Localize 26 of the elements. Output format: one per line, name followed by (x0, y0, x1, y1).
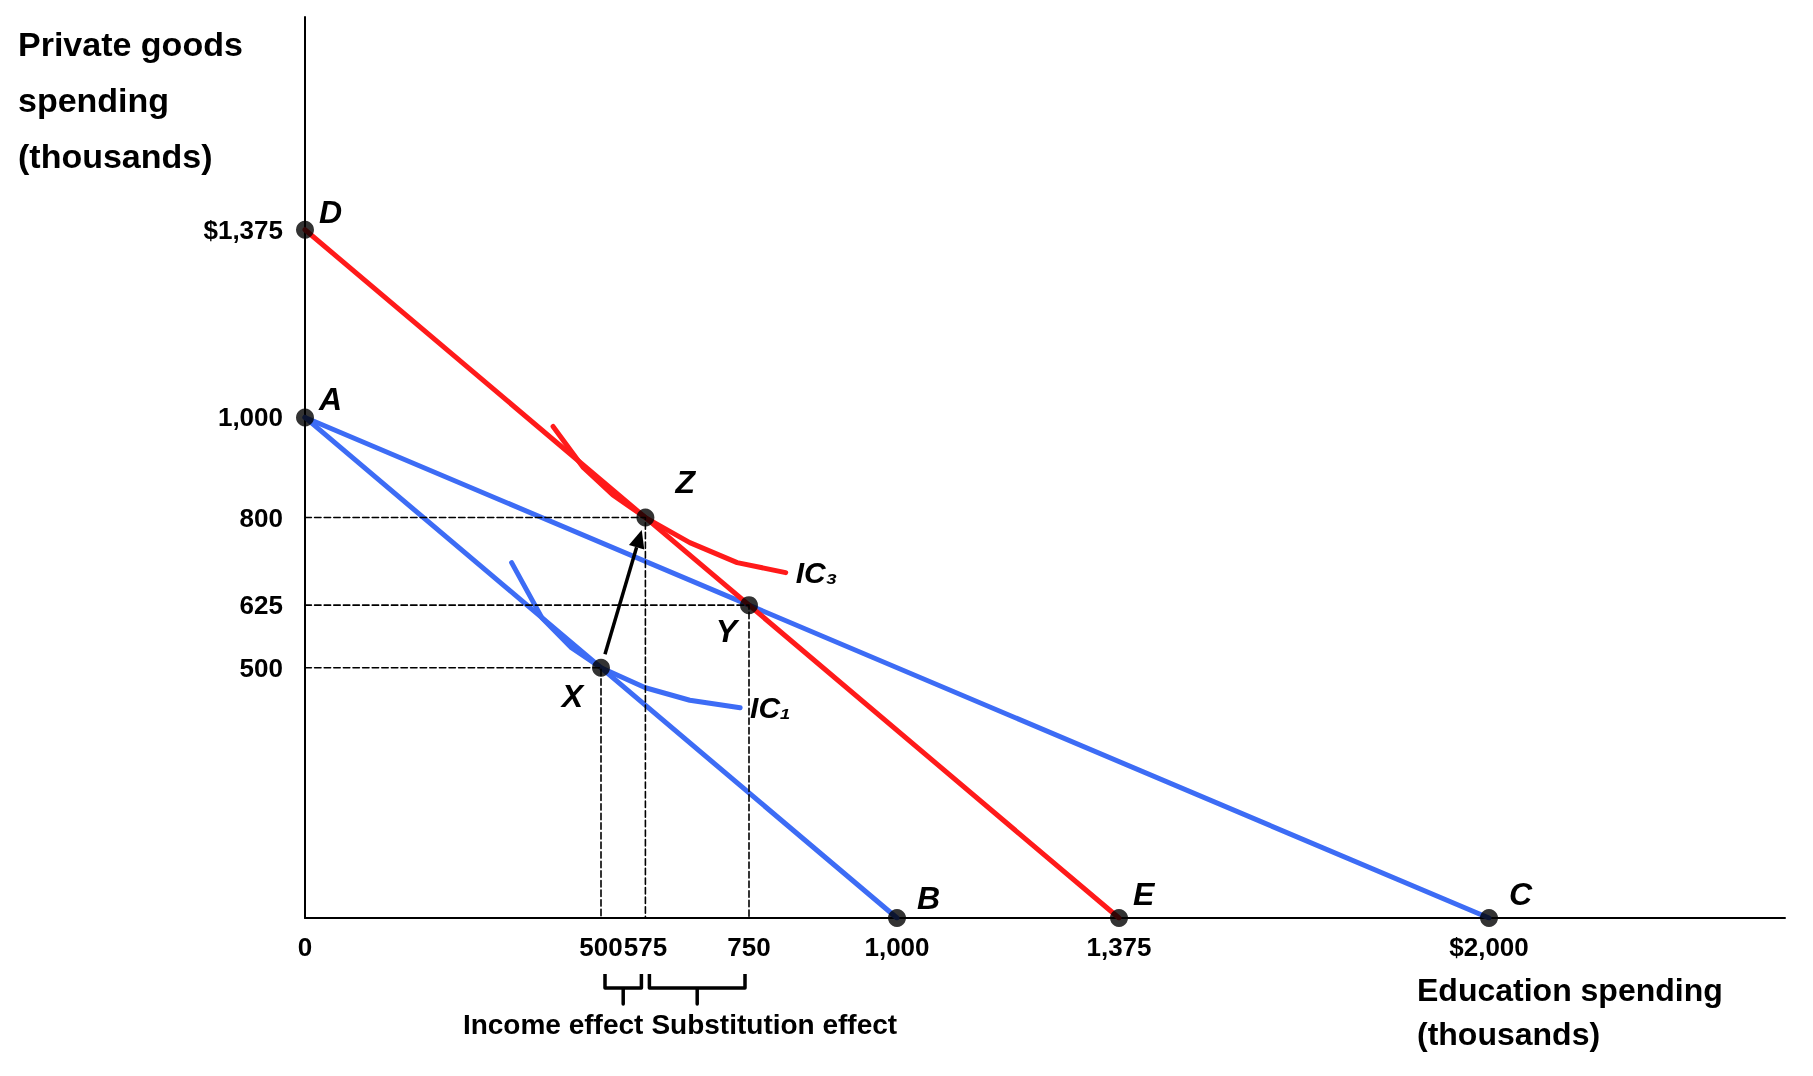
text: Substitution effect (651, 1008, 898, 1040)
x-tick-label: 750 (727, 932, 771, 962)
annotation: Z (674, 463, 697, 500)
y-tick-label: 800 (239, 502, 283, 533)
series-label: IC₁ (750, 691, 791, 725)
annotation: C (1509, 876, 1533, 912)
x-tick-label: 575 (623, 932, 668, 962)
annotation: A (318, 381, 343, 418)
annotation: B (917, 880, 941, 916)
x-tick-label: 1,000 (864, 932, 930, 962)
annotation: E (1133, 876, 1156, 912)
y-tick-label: $1,375 (203, 214, 283, 245)
y-axis-title: Private goods spending (thousands) (18, 25, 253, 175)
annotation: Y (715, 613, 740, 650)
x-tick-label: $2,000 (1449, 932, 1529, 962)
y-tick-label: 500 (239, 652, 283, 683)
annotation: X (559, 677, 585, 714)
y-tick-label: 625 (239, 590, 283, 621)
series-label: IC₃ (795, 556, 838, 590)
x-axis-title: Education spending (thousands) (1417, 972, 1732, 1052)
text: Income effect (462, 1008, 644, 1040)
x-tick-label: 500 (579, 932, 623, 962)
y-tick-label: 1,000 (217, 402, 283, 433)
x-tick-label: 0 (297, 932, 313, 962)
annotation: D (319, 193, 343, 230)
x-tick-label: 1,375 (1086, 932, 1152, 962)
